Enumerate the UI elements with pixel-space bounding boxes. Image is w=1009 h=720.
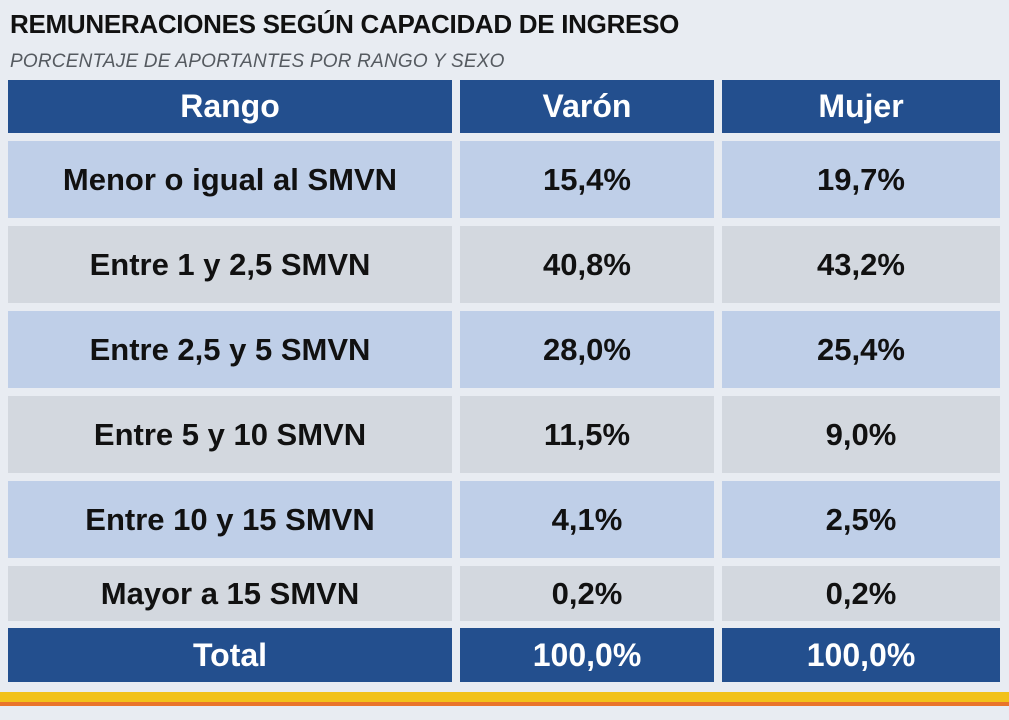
table-cell-rango: Entre 10 y 15 SMVN [8, 481, 452, 558]
table-cell-varon: 4,1% [460, 481, 714, 558]
table-cell-mujer: 43,2% [722, 226, 1000, 303]
table-cell-mujer: 2,5% [722, 481, 1000, 558]
chart-subtitle: PORCENTAJE DE APORTANTES POR RANGO Y SEX… [10, 51, 505, 72]
table-cell-mujer: 19,7% [722, 141, 1000, 218]
table-cell-rango: Entre 2,5 y 5 SMVN [8, 311, 452, 388]
table-cell-varon: 15,4% [460, 141, 714, 218]
table-cell-rango: Entre 5 y 10 SMVN [8, 396, 452, 473]
table-cell-mujer: 9,0% [722, 396, 1000, 473]
header-cell-rango: Rango [8, 80, 452, 133]
table-cell-varon: 0,2% [460, 566, 714, 621]
accent-stripe-yellow [0, 692, 1009, 702]
total-cell-varon: 100,0% [460, 628, 714, 682]
table-cell-varon: 28,0% [460, 311, 714, 388]
chart-title: REMUNERACIONES SEGÚN CAPACIDAD DE INGRES… [10, 9, 680, 39]
table-cell-varon: 11,5% [460, 396, 714, 473]
table-cell-varon: 40,8% [460, 226, 714, 303]
header-cell-varon: Varón [460, 80, 714, 133]
header-cell-mujer: Mujer [722, 80, 1000, 133]
table-cell-rango: Menor o igual al SMVN [8, 141, 452, 218]
accent-stripe-orange [0, 702, 1009, 706]
total-cell-rango: Total [8, 628, 452, 682]
table-cell-rango: Entre 1 y 2,5 SMVN [8, 226, 452, 303]
total-cell-mujer: 100,0% [722, 628, 1000, 682]
table-cell-mujer: 0,2% [722, 566, 1000, 621]
table-cell-mujer: 25,4% [722, 311, 1000, 388]
table-cell-rango: Mayor a 15 SMVN [8, 566, 452, 621]
